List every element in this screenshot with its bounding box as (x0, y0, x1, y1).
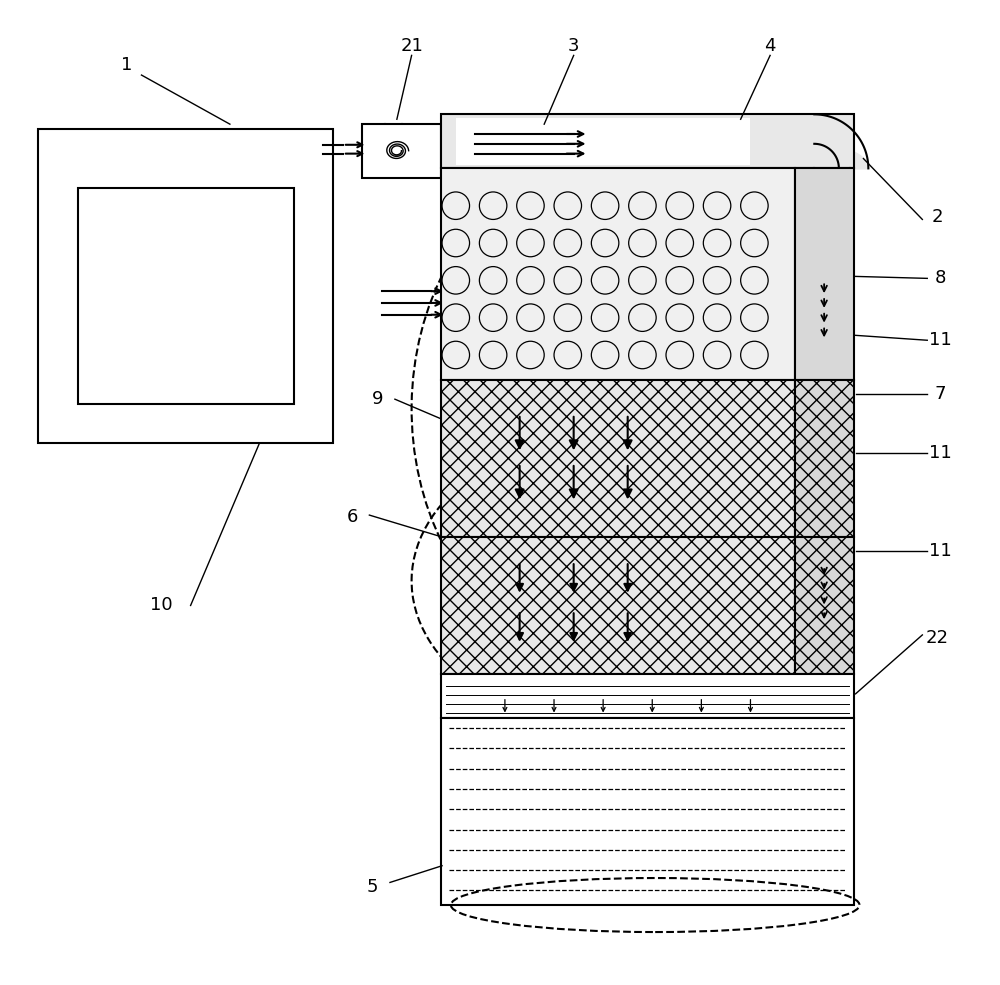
Bar (795, 168, 854, 379)
Bar (362, 124, 441, 178)
Text: 9: 9 (371, 390, 383, 408)
Text: 1: 1 (121, 56, 132, 74)
Text: 21: 21 (400, 36, 423, 54)
Bar (441, 114, 854, 168)
Text: 5: 5 (367, 879, 378, 896)
Bar (441, 379, 795, 537)
Text: 10: 10 (150, 597, 172, 615)
Bar (456, 118, 750, 165)
Text: 2: 2 (931, 209, 943, 227)
Bar (814, 168, 850, 902)
Text: 11: 11 (929, 331, 951, 350)
Text: 8: 8 (934, 269, 946, 288)
Bar (441, 537, 795, 674)
Bar (441, 168, 795, 379)
Bar (38, 129, 333, 443)
Text: 6: 6 (347, 508, 358, 526)
Text: 7: 7 (934, 385, 946, 403)
Bar (795, 379, 854, 537)
Bar (441, 168, 850, 902)
Text: 22: 22 (926, 628, 949, 647)
Text: 11: 11 (929, 543, 951, 560)
Text: 4: 4 (764, 36, 776, 54)
Bar (78, 188, 294, 404)
Bar (795, 537, 854, 674)
Text: 11: 11 (929, 444, 951, 462)
Bar (441, 718, 854, 905)
Text: 3: 3 (568, 36, 579, 54)
Bar (441, 674, 854, 718)
